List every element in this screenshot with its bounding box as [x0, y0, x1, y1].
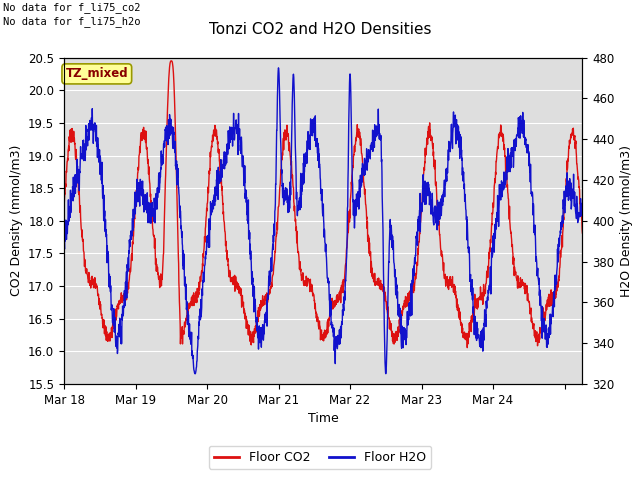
Floor H2O	[191, 371, 199, 377]
Text: No data for f_li75_h2o: No data for f_li75_h2o	[3, 16, 141, 27]
Text: Tonzi CO2 and H2O Densities: Tonzi CO2 and H2O Densities	[209, 22, 431, 36]
Legend: Floor CO2, Floor H2O: Floor CO2, Floor H2O	[209, 446, 431, 469]
Floor CO2	[312, 315, 320, 321]
Floor H2O	[275, 65, 282, 71]
Line: Floor CO2: Floor CO2	[64, 61, 582, 348]
Y-axis label: CO2 Density (mmol/m3): CO2 Density (mmol/m3)	[10, 145, 22, 297]
Floor CO2	[579, 230, 586, 236]
Text: TZ_mixed: TZ_mixed	[65, 67, 128, 80]
Floor H2O	[564, 186, 572, 192]
Floor CO2	[60, 197, 68, 203]
Floor CO2	[469, 313, 477, 319]
Floor H2O	[86, 124, 94, 130]
Floor H2O	[313, 137, 321, 143]
Floor CO2	[564, 156, 572, 162]
Floor CO2	[463, 345, 471, 350]
Y-axis label: H2O Density (mmol/m3): H2O Density (mmol/m3)	[620, 145, 633, 297]
Floor CO2	[299, 274, 307, 279]
Floor CO2	[564, 165, 572, 170]
Floor H2O	[299, 181, 307, 187]
Floor CO2	[86, 278, 94, 284]
Floor H2O	[60, 245, 68, 251]
Line: Floor H2O: Floor H2O	[64, 68, 582, 374]
Floor H2O	[564, 181, 572, 187]
Text: No data for f_li75_co2: No data for f_li75_co2	[3, 2, 141, 13]
Floor H2O	[469, 285, 477, 291]
Floor H2O	[579, 200, 586, 206]
Floor CO2	[168, 58, 175, 64]
X-axis label: Time: Time	[308, 412, 339, 425]
